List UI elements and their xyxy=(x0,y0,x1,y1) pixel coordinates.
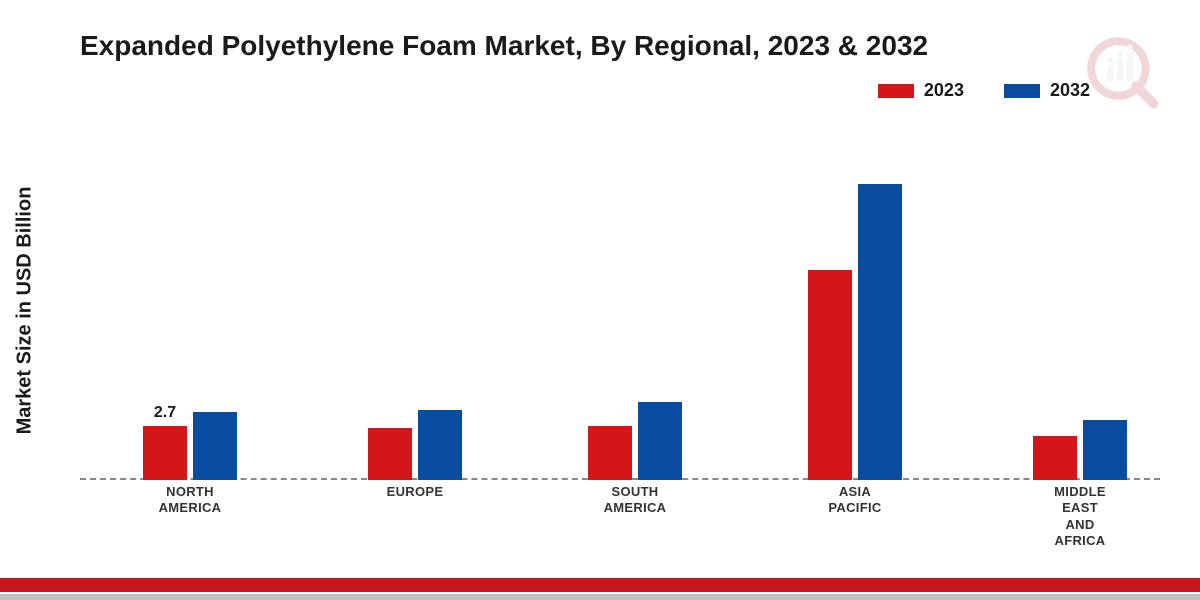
x-axis-labels: NORTHAMERICA EUROPE SOUTHAMERICA ASIAPACIFI… xyxy=(80,484,1160,554)
plot-area: 2.7 xyxy=(80,120,1160,480)
footer-accent-bar xyxy=(0,578,1200,592)
legend-label-2023: 2023 xyxy=(924,80,964,101)
chart-page: Expanded Polyethylene Foam Market, By Re… xyxy=(0,0,1200,600)
bar xyxy=(1083,420,1127,480)
bar-group xyxy=(325,410,505,480)
chart-title: Expanded Polyethylene Foam Market, By Re… xyxy=(80,30,928,62)
legend-item-2023: 2023 xyxy=(878,80,964,101)
bar-group xyxy=(100,412,280,480)
legend: 2023 2032 xyxy=(878,80,1090,101)
bar xyxy=(638,402,682,480)
bar xyxy=(858,184,902,480)
bar xyxy=(588,426,632,480)
footer-line xyxy=(0,594,1200,600)
bar xyxy=(193,412,237,480)
legend-swatch-2032 xyxy=(1004,84,1040,98)
bar-group xyxy=(545,402,725,480)
bar-value-label: 2.7 xyxy=(154,404,176,422)
bar xyxy=(418,410,462,480)
legend-swatch-2023 xyxy=(878,84,914,98)
x-axis-category-label: NORTHAMERICA xyxy=(100,484,280,517)
legend-label-2032: 2032 xyxy=(1050,80,1090,101)
bar xyxy=(143,426,187,480)
bar xyxy=(808,270,852,480)
y-axis-label: Market Size in USD Billion xyxy=(14,186,37,434)
legend-item-2032: 2032 xyxy=(1004,80,1090,101)
x-axis-category-label: MIDDLEEASTANDAFRICA xyxy=(990,484,1170,549)
bar xyxy=(1033,436,1077,480)
bar xyxy=(368,428,412,480)
x-axis-category-label: SOUTHAMERICA xyxy=(545,484,725,517)
bar-group xyxy=(765,184,945,480)
x-axis-category-label: ASIAPACIFIC xyxy=(765,484,945,517)
x-axis-category-label: EUROPE xyxy=(325,484,505,500)
y-axis-label-wrap: Market Size in USD Billion xyxy=(10,120,40,500)
watermark-logo-icon xyxy=(1080,30,1160,110)
bar-group xyxy=(990,420,1170,480)
